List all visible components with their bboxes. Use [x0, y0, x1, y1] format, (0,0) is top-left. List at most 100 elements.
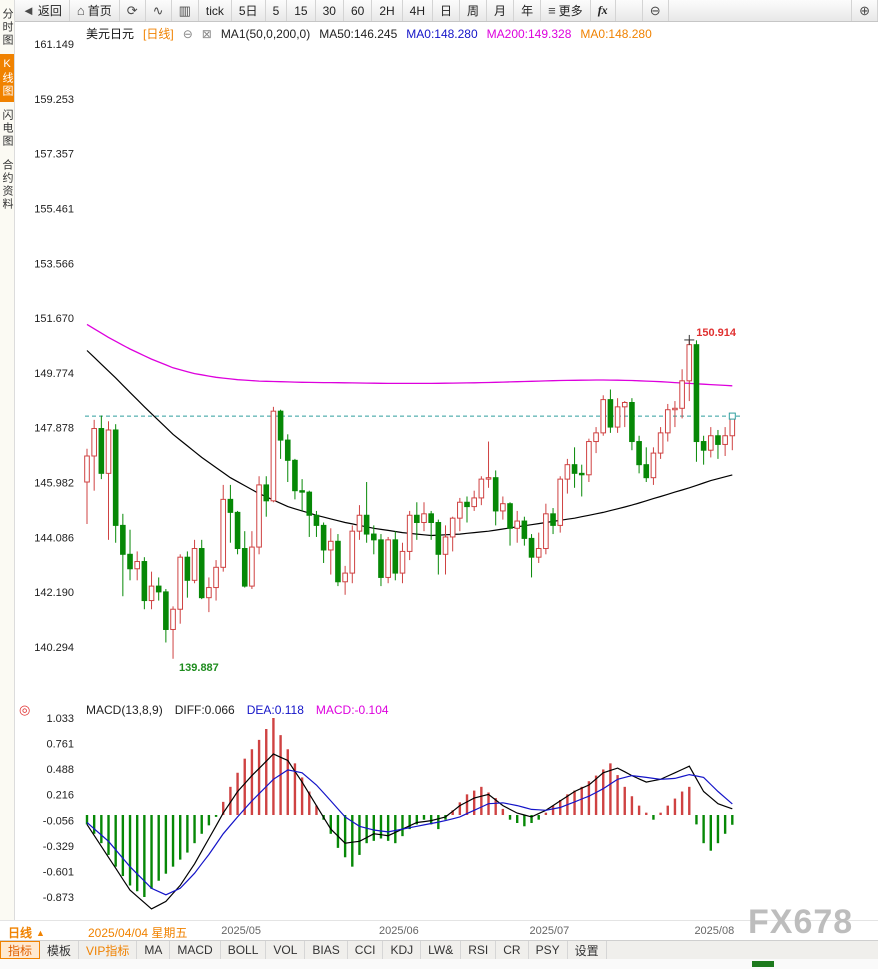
tab-rsi[interactable]: RSI [461, 941, 497, 959]
ma-params: MA1(50,0,200,0) [220, 26, 311, 41]
period-15-button[interactable]: 15 [287, 0, 316, 21]
ma-settings-icon[interactable]: ⊠ [201, 26, 212, 41]
period-tag: [日线] [143, 27, 174, 41]
macd-value: DIFF:0.066 [174, 703, 235, 717]
period-month-button[interactable]: 月 [487, 0, 515, 21]
sidebar-item-contract-info[interactable]: 合约资料 [1, 159, 13, 211]
home-button[interactable]: ⌂ 首页 [70, 0, 120, 21]
tab-kdj[interactable]: KDJ [383, 941, 422, 959]
time-chart-button[interactable]: ∿ [146, 0, 172, 21]
more-label: 更多 [558, 4, 583, 18]
svg-text:142.190: 142.190 [34, 587, 74, 599]
period-5-button[interactable]: 5 [266, 0, 288, 21]
last-price-marker [728, 412, 736, 420]
tab-templates[interactable]: 模板 [40, 941, 80, 959]
ma50-line [86, 350, 733, 537]
x-axis-row: 日线 ▲ 2025/04/04 星期五 2025/05 2025/06 2025/0… [0, 920, 878, 940]
low-annotation: 139.887 [179, 662, 219, 674]
period-label: 日线 [8, 926, 33, 940]
svg-text:155.461: 155.461 [34, 203, 74, 215]
svg-text:-0.601: -0.601 [43, 866, 74, 878]
tab-macd[interactable]: MACD [170, 941, 221, 959]
svg-text:144.086: 144.086 [34, 532, 74, 544]
svg-text:159.253: 159.253 [34, 94, 74, 106]
svg-text:-0.056: -0.056 [43, 815, 74, 827]
tab-settings[interactable]: 设置 [568, 941, 607, 959]
refresh-button[interactable]: ⟳ [120, 0, 146, 21]
tab-cr[interactable]: CR [496, 941, 529, 959]
macd-axis-labels: 1.033 0.761 0.488 0.216 -0.056 -0.329 -0.601 -0… [43, 713, 74, 904]
macd-params: MACD(13,8,9) [86, 703, 163, 717]
period-15-label: 15 [294, 3, 308, 18]
high-annotation: 150.914 [684, 327, 737, 345]
scroll-indicator[interactable] [752, 961, 774, 967]
ma-values: MA50:146.245 MA0:148.280 MA200:149.328 MA0:… [319, 27, 652, 41]
back-button[interactable]: ◄ 返回 [15, 0, 70, 21]
tab-indicators[interactable]: 指标 [0, 941, 41, 959]
period-day-button[interactable]: 日 [433, 0, 461, 21]
macd-indicator-icon[interactable]: ◎ [19, 702, 31, 717]
svg-text:0.216: 0.216 [46, 790, 74, 802]
ma200-line [86, 323, 733, 387]
period-2h-button[interactable]: 2H [372, 0, 403, 21]
svg-text:-0.329: -0.329 [43, 841, 74, 853]
home-label: 首页 [87, 4, 112, 18]
tab-ma[interactable]: MA [137, 941, 171, 959]
zoom-in-button[interactable]: ⊕ [851, 0, 878, 21]
tab-cci[interactable]: CCI [348, 941, 384, 959]
period-week-button[interactable]: 周 [460, 0, 488, 21]
tab-psy[interactable]: PSY [529, 941, 568, 959]
svg-text:161.149: 161.149 [34, 39, 74, 51]
svg-text:1.033: 1.033 [46, 713, 74, 725]
tab-vip-indicators[interactable]: VIP指标 [79, 941, 138, 959]
more-button[interactable]: ≡ 更多 [541, 0, 591, 21]
chart-canvas: 161.149 159.253 157.357 155.461 153.566 151.6… [34, 39, 742, 910]
ma-value: MA0:148.280 [580, 26, 652, 41]
tick-button[interactable]: tick [199, 0, 232, 21]
tick-label: tick [205, 3, 224, 18]
sidebar-item-time-share-chart[interactable]: 分时图 [1, 8, 13, 47]
left-sidebar: 分时图 K线图闪电图合约资料 [0, 0, 15, 920]
svg-text:-0.873: -0.873 [43, 892, 74, 904]
svg-text:157.357: 157.357 [34, 149, 74, 161]
tab-boll[interactable]: BOLL [221, 941, 267, 959]
period-60-button[interactable]: 60 [344, 0, 373, 21]
period-4h-button[interactable]: 4H [403, 0, 434, 21]
svg-text:0.761: 0.761 [46, 739, 74, 751]
refresh-icon: ⟳ [126, 2, 138, 18]
home-icon: ⌂ [76, 3, 85, 18]
tab-lwr[interactable]: LW& [421, 941, 462, 959]
x-axis-label: 2025/08 [694, 925, 735, 937]
macd-histogram [85, 718, 734, 897]
zoom-out-icon: ⊖ [649, 2, 661, 18]
period-day-label: 日 [440, 4, 453, 18]
period-year-button[interactable]: 年 [514, 0, 542, 21]
macd-value: MACD:-0.104 [315, 703, 389, 717]
back-icon: ◄ [22, 3, 35, 18]
tab-bias[interactable]: BIAS [305, 941, 348, 959]
period-selector[interactable]: 日线 ▲ [8, 924, 45, 941]
period-60-label: 60 [350, 3, 365, 18]
svg-text:0.488: 0.488 [46, 764, 74, 776]
x-axis-label: 2025/05 [221, 925, 261, 937]
period-30-button[interactable]: 30 [316, 0, 344, 21]
svg-text:149.774: 149.774 [34, 368, 74, 380]
sidebar-item-kline-chart[interactable]: K线图 [0, 54, 14, 102]
tab-vol[interactable]: VOL [266, 941, 306, 959]
period-5d-button[interactable]: 5日 [232, 0, 266, 21]
ma-value: MA50:146.245 [319, 26, 398, 41]
sidebar-item-lightning-chart[interactable]: 闪电图 [1, 109, 13, 148]
dea-line [86, 769, 733, 896]
svg-text:140.294: 140.294 [34, 642, 74, 654]
kline-chart-button[interactable]: ▥ [172, 0, 199, 21]
period-week-label: 周 [467, 4, 480, 18]
zoom-out-button[interactable]: ⊖ [641, 0, 669, 21]
chart-header: 美元日元 [日线] ⊖ ⊠ MA1(50,0,200,0) MA50:146.2… [86, 25, 652, 42]
period-month-label: 月 [494, 4, 507, 18]
collapse-icon[interactable]: ⊖ [182, 26, 193, 41]
fx-button[interactable]: fx [591, 0, 616, 21]
period-30-label: 30 [322, 3, 336, 18]
period-5-label: 5 [272, 3, 280, 18]
indicator-tabs: 指标 模板 VIP指标 MA MACD BOLL VOL BIAS CCI KDJ LW& RSI CR… [0, 940, 878, 959]
svg-text:145.982: 145.982 [34, 478, 74, 490]
